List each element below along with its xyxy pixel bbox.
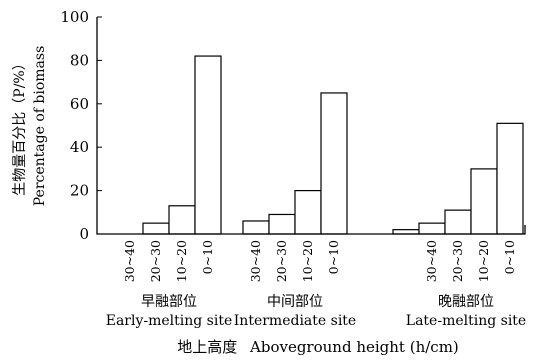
bar [294, 190, 322, 235]
x-tick-label: 10~20 [300, 240, 315, 282]
x-tick-label: 20~30 [450, 240, 465, 282]
y-tick-label: 80 [70, 51, 89, 69]
site-label-en: Intermediate site [234, 313, 356, 329]
y-axis-label-en: Percentage of biomass [32, 46, 48, 207]
x-axis-tick-labels: 30~40 20~30 10~20 0~10 30~40 20~30 10~20 0~10 30… [122, 240, 517, 282]
x-tick-label: 30~40 [424, 240, 439, 282]
x-tick-label: 0~10 [502, 240, 517, 274]
bar [418, 222, 446, 235]
x-tick-label: 30~40 [122, 240, 137, 282]
x-axis-label-en: Aboveground height (h/cm) [249, 338, 459, 356]
site-label-cn: 晚融部位 [438, 294, 494, 310]
x-tick-label: 20~30 [274, 240, 289, 282]
bars-layer [142, 55, 524, 235]
y-axis-ticks: 0 20 40 60 80 100 [60, 8, 102, 243]
bar [142, 222, 170, 235]
x-tick-label: 0~10 [200, 240, 215, 274]
bar [470, 168, 498, 235]
x-tick-label: 20~30 [148, 240, 163, 282]
x-axis-label: 地上高度 Aboveground height (h/cm) [177, 338, 459, 356]
y-tick-label: 100 [60, 8, 89, 26]
y-tick-label: 60 [70, 95, 89, 113]
x-tick-label: 10~20 [476, 240, 491, 282]
bar [242, 220, 270, 235]
bar [496, 122, 524, 235]
x-axis-label-cn: 地上高度 [177, 338, 237, 356]
site-label-cn: 中间部位 [267, 294, 323, 310]
bar [444, 209, 472, 235]
site-label-en: Late-melting site [406, 313, 526, 329]
bar [168, 205, 196, 235]
bar [194, 55, 222, 235]
bar [392, 229, 420, 235]
x-tick-label: 10~20 [174, 240, 189, 282]
site-group-labels: 早融部位 Early-melting site 中间部位 Intermediate s… [106, 294, 526, 329]
x-tick-label: 0~10 [326, 240, 341, 274]
x-tick-label: 30~40 [248, 240, 263, 282]
site-label-cn: 早融部位 [141, 294, 197, 310]
axis-frame [96, 17, 526, 235]
y-tick-label: 20 [70, 182, 89, 200]
site-label-en: Early-melting site [106, 313, 233, 329]
y-axis-label-cn: 生物量百分比（P/%） [12, 56, 28, 195]
bar [268, 213, 296, 235]
bar [320, 92, 348, 235]
y-tick-label: 40 [70, 138, 89, 156]
y-tick-label: 0 [79, 225, 89, 243]
